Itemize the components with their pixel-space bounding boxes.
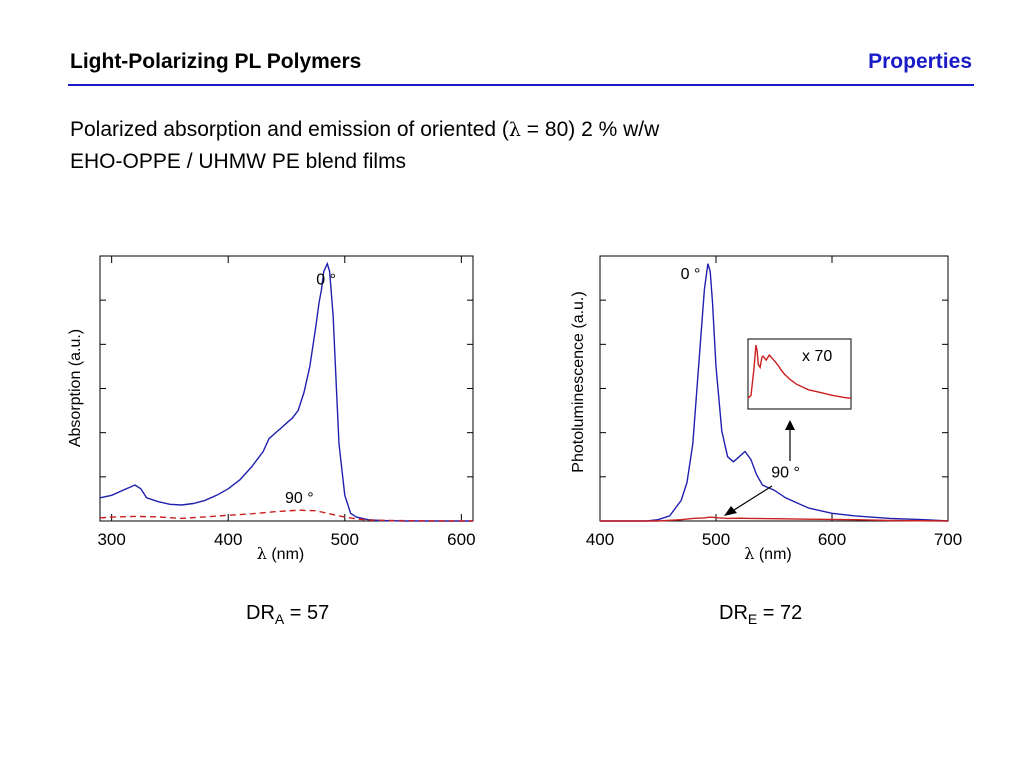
x-tick-label-1: 700	[934, 530, 962, 549]
series-line-0-1	[99, 509, 473, 522]
ninety-arrow-head	[724, 506, 737, 516]
plot-frame-0	[99, 255, 474, 522]
subtitle: Polarized absorption and emission of ori…	[70, 114, 659, 177]
subtitle-suffix: = 80) 2 % w/w	[520, 118, 660, 141]
x-tick-label-0: 600	[447, 530, 475, 549]
x-tick-label-0: 500	[331, 530, 359, 549]
inset-label: x 70	[802, 348, 832, 365]
annotation-0-0: 0 °	[316, 271, 336, 288]
dr-absorption: DRA = 57	[246, 602, 329, 627]
series-line-1-0	[600, 263, 949, 522]
dr-a-sub: A	[274, 611, 285, 627]
inset-arrow-head	[785, 420, 795, 430]
series-line-1-1	[600, 516, 949, 522]
subtitle-lambda: λ	[508, 119, 521, 141]
dr-a-value: = 57	[284, 602, 330, 624]
ninety-arrow-line	[733, 485, 773, 511]
inset-line	[747, 344, 852, 399]
x-tick-label-1: 500	[702, 530, 730, 549]
dr-e-value: = 72	[757, 602, 803, 624]
subtitle-prefix: Polarized absorption and emission of ori…	[70, 118, 509, 141]
x-tick-label-0: 400	[214, 530, 242, 549]
header-section: Properties	[868, 50, 972, 73]
x-axis-label-1: λ (nm)	[744, 544, 791, 563]
annotation-1-0: 0 °	[681, 266, 701, 283]
y-axis-label-0: Absorption (a.u.)	[67, 329, 84, 447]
x-tick-label-1: 400	[586, 530, 614, 549]
annotation-1-1: 90 °	[771, 464, 800, 481]
subtitle-line-1: Polarized absorption and emission of ori…	[70, 114, 659, 146]
series-line-0-0	[99, 261, 473, 522]
dr-emission: DRE = 72	[719, 602, 802, 627]
dr-e-sub: E	[747, 611, 758, 627]
subtitle-line-2: EHO-OPPE / UHMW PE blend films	[70, 150, 407, 173]
x-axis-label-0: λ (nm)	[257, 544, 304, 563]
y-axis-label-1: Photoluminescence (a.u.)	[570, 291, 587, 472]
inset-frame	[747, 338, 852, 410]
header-title: Light-Polarizing PL Polymers	[70, 50, 362, 73]
x-tick-label-0: 300	[97, 530, 125, 549]
dr-e-prefix: DR	[719, 602, 748, 624]
annotation-0-1: 90 °	[285, 490, 314, 507]
dr-a-prefix: DR	[246, 602, 275, 624]
x-tick-label-1: 600	[818, 530, 846, 549]
header-rule	[68, 84, 974, 86]
